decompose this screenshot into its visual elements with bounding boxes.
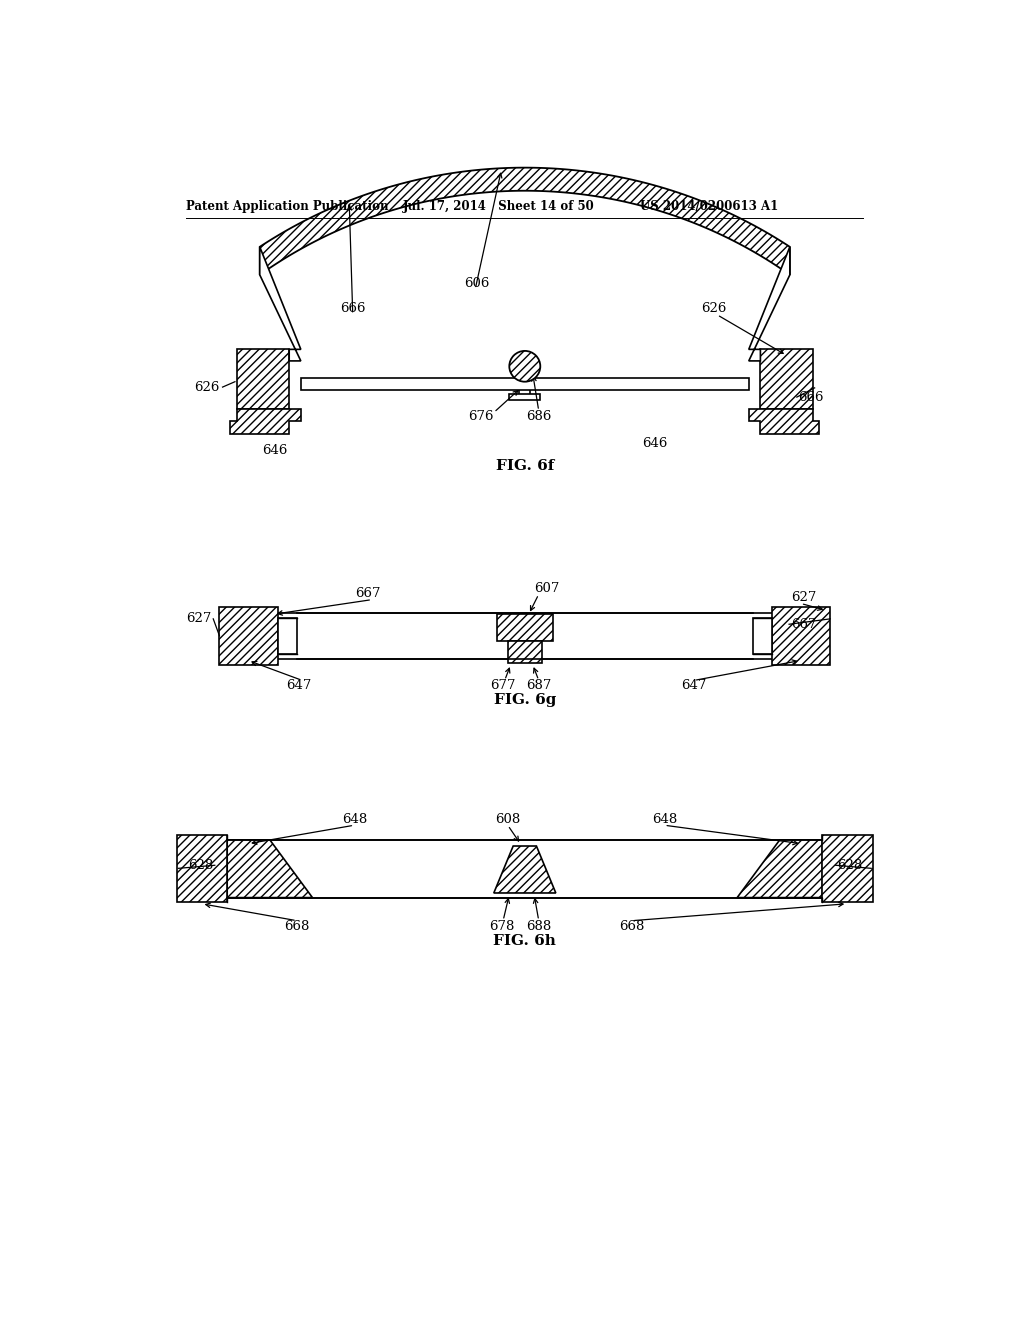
Polygon shape bbox=[260, 168, 790, 275]
Bar bbox=[260, 612, 790, 659]
Bar bbox=[509, 395, 541, 400]
Text: 646: 646 bbox=[642, 437, 668, 450]
Bar bbox=[278, 618, 297, 653]
Text: 686: 686 bbox=[526, 409, 552, 422]
Text: 628: 628 bbox=[838, 859, 862, 871]
Text: Patent Application Publication: Patent Application Publication bbox=[186, 199, 389, 213]
Text: 607: 607 bbox=[534, 582, 559, 594]
Text: 666: 666 bbox=[799, 391, 824, 404]
Bar bbox=[822, 836, 872, 903]
Text: 608: 608 bbox=[496, 813, 520, 825]
Text: 647: 647 bbox=[286, 680, 311, 693]
Text: 648: 648 bbox=[342, 813, 367, 825]
Text: 646: 646 bbox=[262, 445, 288, 458]
Bar bbox=[508, 642, 542, 663]
Text: 678: 678 bbox=[488, 920, 514, 933]
Text: US 2014/0200613 A1: US 2014/0200613 A1 bbox=[640, 199, 778, 213]
Bar bbox=[519, 381, 530, 397]
Bar bbox=[177, 836, 227, 903]
Bar bbox=[761, 350, 813, 409]
Bar bbox=[753, 618, 772, 653]
Text: 687: 687 bbox=[526, 680, 552, 693]
Text: 688: 688 bbox=[526, 920, 551, 933]
Bar bbox=[237, 350, 289, 409]
Text: 627: 627 bbox=[791, 591, 816, 603]
Text: 647: 647 bbox=[681, 680, 707, 693]
Polygon shape bbox=[749, 247, 790, 360]
Text: 606: 606 bbox=[464, 277, 489, 290]
Text: 667: 667 bbox=[355, 587, 381, 601]
Text: 628: 628 bbox=[188, 859, 213, 871]
Bar bbox=[227, 840, 822, 898]
Polygon shape bbox=[737, 840, 822, 898]
Text: FIG. 6g: FIG. 6g bbox=[494, 693, 556, 706]
Text: 668: 668 bbox=[620, 920, 644, 933]
Text: 627: 627 bbox=[186, 612, 212, 626]
Text: 666: 666 bbox=[340, 302, 366, 315]
Text: 667: 667 bbox=[791, 618, 816, 631]
Text: FIG. 6f: FIG. 6f bbox=[496, 459, 554, 474]
Polygon shape bbox=[230, 409, 301, 434]
Text: 626: 626 bbox=[195, 380, 219, 393]
Bar bbox=[219, 607, 278, 665]
Bar bbox=[301, 378, 749, 391]
Polygon shape bbox=[494, 846, 556, 892]
Text: 676: 676 bbox=[468, 409, 494, 422]
Circle shape bbox=[509, 351, 541, 381]
Text: Jul. 17, 2014   Sheet 14 of 50: Jul. 17, 2014 Sheet 14 of 50 bbox=[403, 199, 595, 213]
Text: 677: 677 bbox=[490, 680, 516, 693]
Text: 668: 668 bbox=[285, 920, 309, 933]
Polygon shape bbox=[227, 840, 312, 898]
Polygon shape bbox=[749, 409, 819, 434]
Polygon shape bbox=[260, 247, 301, 360]
Bar bbox=[772, 607, 830, 665]
Text: FIG. 6h: FIG. 6h bbox=[494, 935, 556, 948]
Text: 626: 626 bbox=[701, 302, 727, 315]
Text: 648: 648 bbox=[651, 813, 677, 825]
Bar bbox=[497, 614, 553, 642]
